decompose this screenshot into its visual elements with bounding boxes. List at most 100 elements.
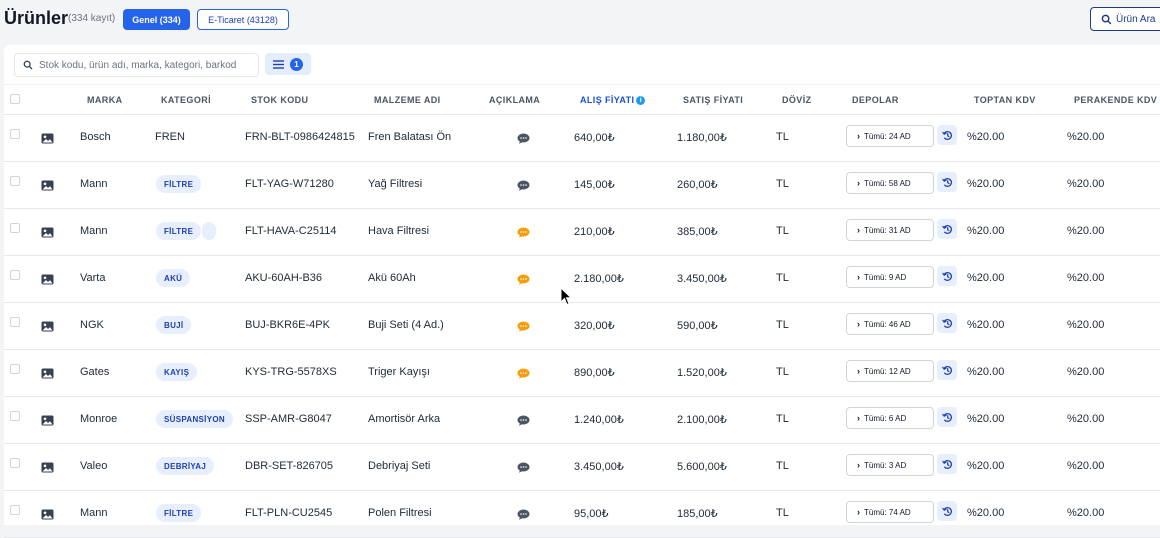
product-search-button[interactable]: Ürün Ara <box>1090 7 1160 31</box>
stock-code-cell: DBR-SET-826705 <box>245 460 334 472</box>
depot-stock-button[interactable]: › Tümü: 12 AD <box>846 360 934 382</box>
currency-cell: TL <box>776 178 789 190</box>
search-input[interactable]: Stok kodu, ürün adı, marka, kategori, ba… <box>14 53 259 77</box>
history-button[interactable] <box>937 266 957 286</box>
depot-stock-label: Tümü: 46 AD <box>864 319 911 329</box>
category-badge: FİLTRE <box>156 504 202 522</box>
depot-stock-button[interactable]: › Tümü: 9 AD <box>846 266 934 288</box>
filter-button[interactable]: 1 <box>265 53 311 75</box>
depot-stock-button[interactable]: › Tümü: 46 AD <box>846 313 934 335</box>
col-toptan-kdv[interactable]: TOPTAN KDV <box>974 95 1036 105</box>
col-malzeme-adi[interactable]: MALZEME ADI <box>374 95 441 105</box>
comment-icon[interactable] <box>517 272 530 290</box>
depot-stock-button[interactable]: › Tümü: 31 AD <box>846 219 934 241</box>
image-icon[interactable] <box>41 460 54 478</box>
comment-icon[interactable] <box>517 507 530 525</box>
comment-icon[interactable] <box>517 178 530 196</box>
row-checkbox[interactable] <box>10 317 20 327</box>
info-icon[interactable]: i <box>636 96 646 106</box>
comment-icon[interactable] <box>517 319 530 337</box>
history-button[interactable] <box>937 454 957 474</box>
col-doviz[interactable]: DÖVİZ <box>782 95 812 105</box>
material-name-cell: Fren Balatası Ön <box>368 131 452 143</box>
table-row[interactable]: Mann FİLTRE FLT-YAG-W71280 Yağ Filtresi 145,… <box>4 162 1160 209</box>
image-icon[interactable] <box>41 507 54 525</box>
comment-icon[interactable] <box>517 225 530 243</box>
search-icon <box>1101 14 1112 24</box>
col-marka[interactable]: MARKA <box>87 95 123 105</box>
table-row[interactable]: Gates KAYIŞ KYS-TRG-5578XS Triger Kayışı 890… <box>4 350 1160 397</box>
tab-genel[interactable]: Genel (334) <box>123 9 190 30</box>
depot-stock-button[interactable]: › Tümü: 3 AD <box>846 454 934 476</box>
history-icon <box>941 506 953 517</box>
depot-stock-button[interactable]: › Tümü: 74 AD <box>846 501 934 523</box>
wholesale-vat-cell: %20.00 <box>967 131 1005 143</box>
sale-price-cell: 1.180,00₺ <box>677 132 727 144</box>
table-row[interactable]: Bosch FREN FRN-BLT-0986424815 Fren Balatası… <box>4 115 1160 162</box>
history-icon <box>941 271 953 282</box>
brand-cell: Bosch <box>80 131 111 143</box>
row-checkbox[interactable] <box>10 176 20 186</box>
image-icon[interactable] <box>41 225 54 243</box>
material-name-cell: Debriyaj Seti <box>368 460 431 472</box>
table-row[interactable]: Mann FİLTRE FLT-PLN-CU2545 Polen Filtresi 95… <box>4 491 1160 538</box>
table-row[interactable]: NGK BUJİ BUJ-BKR6E-4PK Buji Seti (4 Ad.) 320… <box>4 303 1160 350</box>
row-checkbox[interactable] <box>10 223 20 233</box>
chevron-right-icon: › <box>857 413 860 423</box>
category-badge: KAYIŞ <box>156 363 198 381</box>
depot-stock-button[interactable]: › Tümü: 58 AD <box>846 172 934 194</box>
comment-icon[interactable] <box>517 131 530 149</box>
currency-cell: TL <box>776 460 789 472</box>
col-depolar[interactable]: DEPOLAR <box>852 95 899 105</box>
history-button[interactable] <box>937 407 957 427</box>
material-name-cell: Polen Filtresi <box>368 507 432 519</box>
row-checkbox[interactable] <box>10 129 20 139</box>
row-checkbox[interactable] <box>10 364 20 374</box>
brand-cell: Varta <box>80 272 106 284</box>
retail-vat-cell: %20.00 <box>1067 131 1105 143</box>
image-icon[interactable] <box>41 178 54 196</box>
history-button[interactable] <box>937 501 957 521</box>
category-badge: DEBRİYAJ <box>156 457 215 475</box>
history-button[interactable] <box>937 313 957 333</box>
image-icon[interactable] <box>41 272 54 290</box>
history-button[interactable] <box>937 219 957 239</box>
table-row[interactable]: Mann FİLTRE FLT-HAVA-C25114 Hava Filtresi 21… <box>4 209 1160 256</box>
product-search-label: Ürün Ara <box>1116 13 1156 25</box>
wholesale-vat-cell: %20.00 <box>967 272 1005 284</box>
history-button[interactable] <box>937 360 957 380</box>
image-icon[interactable] <box>41 413 54 431</box>
purchase-price-cell: 145,00₺ <box>574 179 615 191</box>
comment-icon[interactable] <box>517 366 530 384</box>
wholesale-vat-cell: %20.00 <box>967 507 1005 519</box>
col-kategori[interactable]: KATEGORİ <box>161 95 212 105</box>
image-icon[interactable] <box>41 319 54 337</box>
depot-stock-label: Tümü: 6 AD <box>864 413 907 423</box>
table-header: MARKA KATEGORİ STOK KODU MALZEME ADI AÇI… <box>4 84 1160 115</box>
stock-code-cell: KYS-TRG-5578XS <box>245 366 337 378</box>
col-alis-fiyati[interactable]: ALIŞ FİYATI i <box>580 95 646 106</box>
row-checkbox[interactable] <box>10 458 20 468</box>
row-checkbox[interactable] <box>10 411 20 421</box>
row-checkbox[interactable] <box>10 270 20 280</box>
table-row[interactable]: Monroe SÜSPANSİYON SSP-AMR-G8047 Amortisör … <box>4 397 1160 444</box>
retail-vat-cell: %20.00 <box>1067 319 1105 331</box>
purchase-price-cell: 3.450,00₺ <box>574 461 624 473</box>
row-checkbox[interactable] <box>10 505 20 515</box>
table-row[interactable]: Varta AKÜ AKU-60AH-B36 Akü 60Ah 2.180,00₺ 3.4… <box>4 256 1160 303</box>
select-all-checkbox[interactable] <box>10 94 20 104</box>
depot-stock-button[interactable]: › Tümü: 24 AD <box>846 125 934 147</box>
comment-icon[interactable] <box>517 413 530 431</box>
col-stok-kodu[interactable]: STOK KODU <box>251 95 309 105</box>
col-satis-fiyati[interactable]: SATIŞ FİYATI <box>683 95 744 105</box>
col-aciklama[interactable]: AÇIKLAMA <box>489 95 541 105</box>
image-icon[interactable] <box>41 131 54 149</box>
col-perakende-kdv[interactable]: PERAKENDE KDV <box>1074 95 1158 105</box>
history-button[interactable] <box>937 125 957 145</box>
comment-icon[interactable] <box>517 460 530 478</box>
tab-e-ticaret[interactable]: E-Ticaret (43128) <box>197 9 289 30</box>
history-button[interactable] <box>937 172 957 192</box>
image-icon[interactable] <box>41 366 54 384</box>
table-row[interactable]: Valeo DEBRİYAJ DBR-SET-826705 Debriyaj Seti… <box>4 444 1160 491</box>
depot-stock-button[interactable]: › Tümü: 6 AD <box>846 407 934 429</box>
